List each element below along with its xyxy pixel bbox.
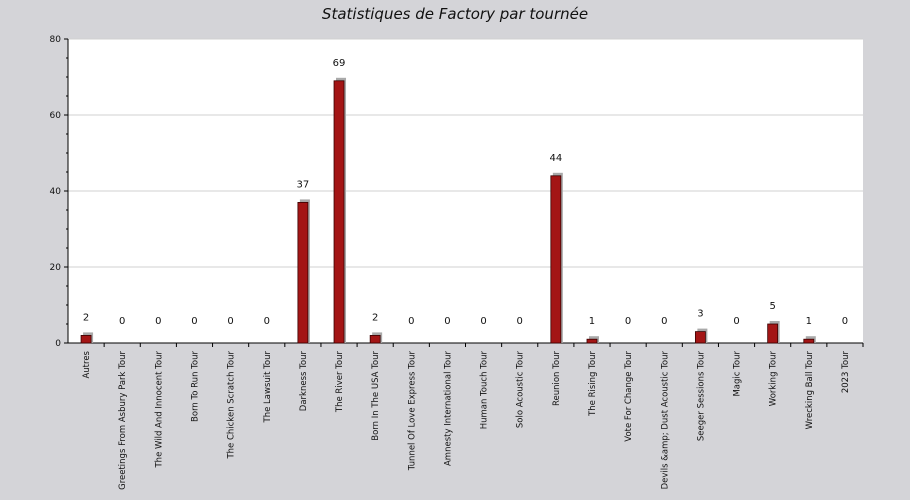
bar: [333, 80, 345, 344]
data-label: 3: [697, 309, 703, 320]
category-label: Human Touch Tour: [480, 351, 490, 430]
y-tick-label: 40: [50, 187, 62, 197]
category-label: Working Tour: [769, 350, 779, 406]
category-label: Autres: [82, 350, 92, 378]
data-label: 0: [842, 316, 848, 327]
data-label: 0: [408, 316, 414, 327]
category-label: Solo Acoustic Tour: [516, 351, 526, 429]
category-label: The River Tour: [335, 351, 345, 414]
data-label: 2: [372, 312, 378, 323]
y-tick-label: 20: [50, 263, 62, 273]
category-label: The Rising Tour: [588, 351, 598, 417]
category-label: Seeger Sessions Tour: [696, 351, 706, 442]
bar: [767, 323, 779, 344]
category-label: Born To Run Tour: [190, 351, 200, 422]
data-label: 0: [264, 316, 270, 327]
category-label: Reunion Tour: [552, 351, 562, 407]
category-label: The Lawsuit Tour: [263, 350, 273, 423]
bar: [369, 334, 381, 344]
category-label: The Wild And Innocent Tour: [154, 351, 164, 469]
category-label: Tunnel Of Love Express Tour: [407, 351, 417, 472]
category-label: Devils &amp; Dust Acoustic Tour: [660, 350, 670, 489]
data-label: 0: [517, 316, 523, 327]
y-tick-label: 60: [50, 111, 62, 121]
y-tick-label: 80: [50, 35, 62, 45]
data-label: 44: [549, 153, 562, 164]
category-label: Vote For Change Tour: [624, 351, 634, 442]
category-label: Darkness Tour: [299, 351, 309, 412]
category-label: Wrecking Ball Tour: [805, 351, 815, 430]
category-label: Greetings From Asbury Park Tour: [118, 351, 128, 490]
data-label: 0: [480, 316, 486, 327]
bar: [550, 175, 562, 344]
category-label: 2023 Tour: [841, 351, 851, 394]
bar: [586, 338, 598, 344]
bar: [803, 338, 815, 344]
data-label: 1: [589, 316, 595, 327]
category-label: Amnesty International Tour: [443, 351, 453, 466]
y-tick-label: 0: [55, 339, 61, 349]
category-label: Born In The USA Tour: [371, 351, 381, 441]
data-label: 0: [119, 316, 125, 327]
chart-title: Statistiques de Factory par tournée: [321, 5, 589, 23]
data-label: 0: [444, 316, 450, 327]
data-label: 0: [625, 316, 631, 327]
data-label: 37: [297, 179, 310, 190]
category-label: Magic Tour: [733, 351, 743, 397]
category-label: The Chicken Scratch Tour: [227, 351, 237, 460]
data-label: 0: [227, 316, 233, 327]
bar: [80, 334, 92, 344]
data-label: 69: [333, 58, 346, 69]
data-label: 0: [661, 316, 667, 327]
bar: [297, 201, 309, 344]
data-label: 0: [155, 316, 161, 327]
data-label: 0: [733, 316, 739, 327]
data-label: 0: [191, 316, 197, 327]
data-label: 1: [806, 316, 812, 327]
data-label: 2: [83, 312, 89, 323]
data-label: 5: [769, 301, 775, 312]
bar: [694, 331, 706, 344]
